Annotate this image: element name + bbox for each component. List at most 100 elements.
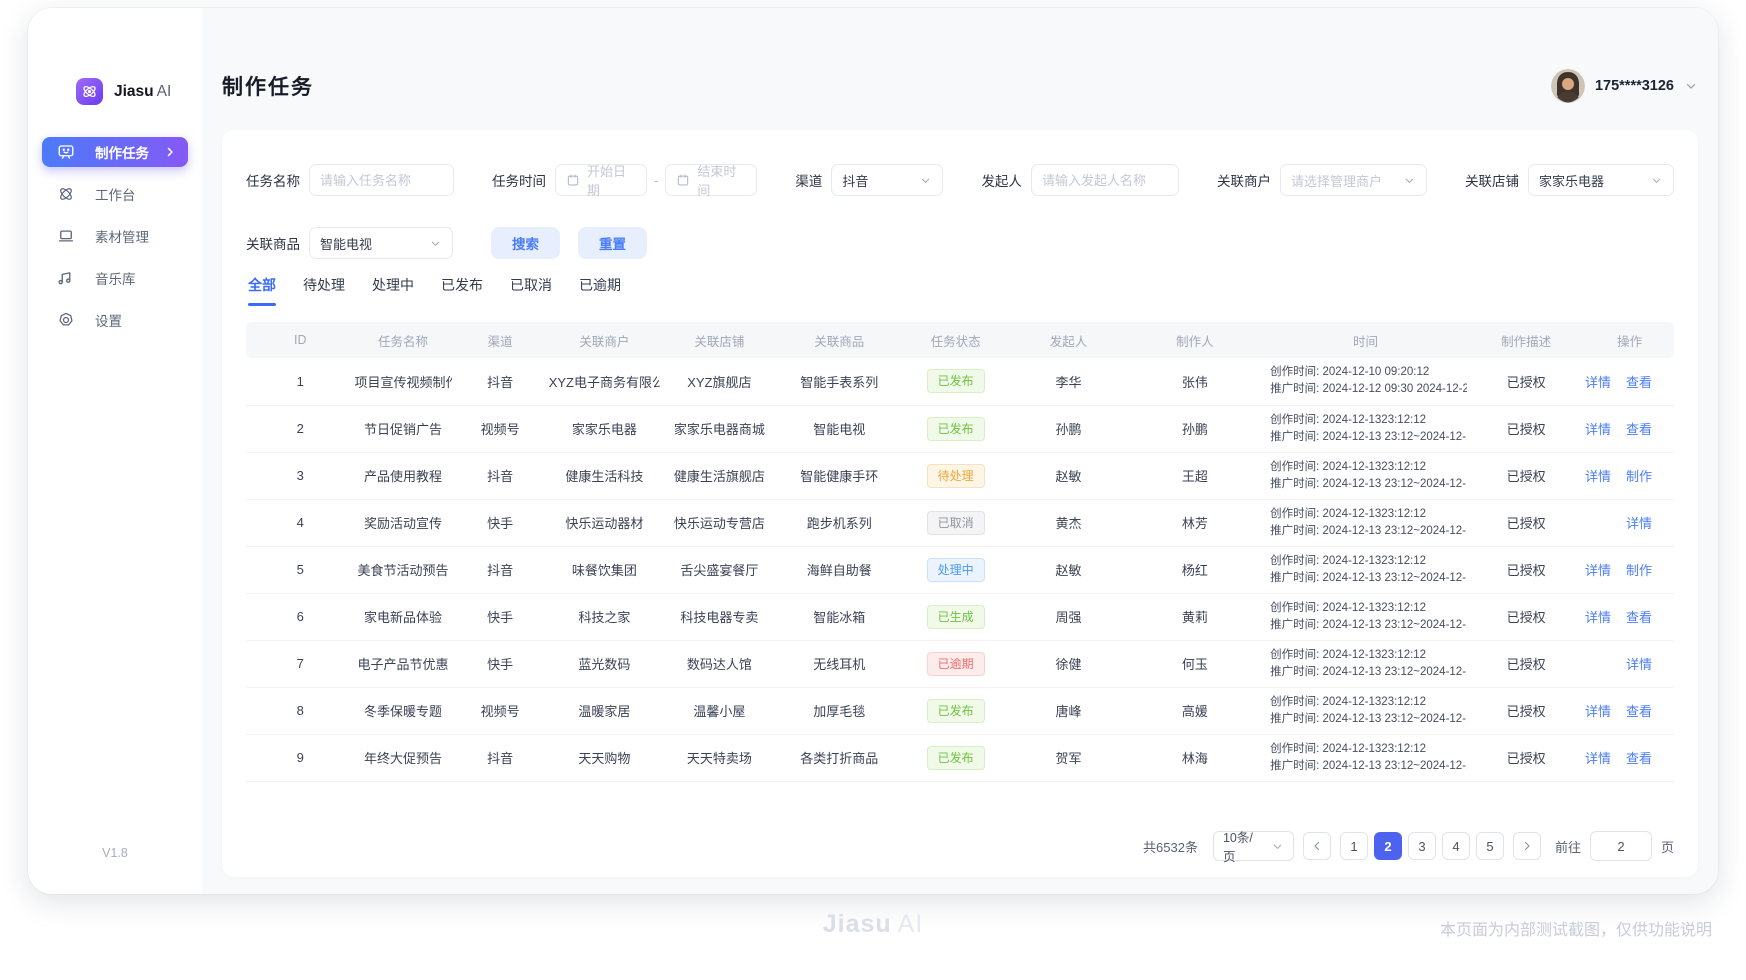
detail-link[interactable]: 详情 — [1585, 422, 1611, 437]
tab-published[interactable]: 已发布 — [441, 277, 483, 293]
tab-processing[interactable]: 处理中 — [372, 277, 414, 293]
cell-initiator: 唐峰 — [1011, 687, 1126, 735]
view-link[interactable]: 查看 — [1625, 610, 1652, 625]
sidebar-item-materials[interactable]: 素材管理 — [42, 221, 188, 251]
next-page-button[interactable] — [1512, 832, 1541, 860]
prev-page-button[interactable] — [1302, 832, 1331, 860]
detail-link[interactable]: 详情 — [1585, 469, 1611, 484]
sidebar-item-settings[interactable]: 设置 — [42, 305, 188, 335]
column-header: 发起人 — [1011, 322, 1126, 358]
cell-id: 5 — [246, 546, 355, 594]
merchant-select[interactable]: 请选择管理商户 — [1279, 164, 1427, 196]
store-value: 家家乐电器 — [1539, 173, 1605, 189]
cell-initiator: 徐健 — [1011, 640, 1126, 688]
cell-desc: 已授权 — [1466, 640, 1586, 688]
cell-channel: 抖音 — [451, 452, 549, 500]
page-button-5[interactable]: 5 — [1475, 832, 1504, 860]
cell-actions: 详情 查看 — [1585, 734, 1674, 782]
status-tabs: 全部 待处理 处理中 已发布 已取消 已逾期 — [246, 275, 1674, 306]
task-time-label: 任务时间 — [492, 174, 547, 189]
chevron-down-icon — [1650, 174, 1663, 187]
tab-all[interactable]: 全部 — [248, 275, 276, 306]
status-badge: 已生成 — [926, 604, 985, 629]
tab-cancelled[interactable]: 已取消 — [510, 277, 552, 293]
channel-select[interactable]: 抖音 — [831, 164, 944, 196]
initiator-input[interactable] — [1030, 164, 1179, 196]
user-phone: 175****3126 — [1594, 78, 1674, 94]
channel-value: 抖音 — [842, 173, 869, 189]
cell-id: 3 — [246, 452, 355, 500]
detail-link[interactable]: 详情 — [1585, 374, 1611, 390]
cell-status: 已发布 — [899, 687, 1012, 735]
cell-status: 待处理 — [899, 452, 1012, 500]
end-date-picker[interactable]: 结束时间 — [665, 164, 758, 198]
table-row: 6 家电新品体验 快手 科技之家 科技电器专卖 智能冰箱 已生成 周强 黄莉 创作时间: 2024… — [246, 593, 1674, 641]
column-header: 渠道 — [451, 322, 549, 358]
table-row: 9 年终大促预告 抖音 天天购物 天天特卖场 各类打折商品 已发布 贺军 林海 创作时间: 202… — [246, 734, 1674, 782]
page-size-select[interactable]: 10条/页 — [1212, 831, 1294, 864]
cell-product: 各类打折商品 — [778, 734, 900, 782]
search-button[interactable]: 搜索 — [491, 227, 560, 259]
sidebar-item-label: 制作任务 — [95, 146, 149, 161]
initiator-input-field[interactable] — [1041, 172, 1168, 188]
cell-time: 创作时间: 2024-12-10 09:20:12 推广时间: 2024-12-1… — [1264, 358, 1467, 406]
tab-pending[interactable]: 待处理 — [303, 277, 345, 293]
table-row: 4 奖励活动宣传 快手 快乐运动器材 快乐运动专营店 跑步机系列 已取消 黄杰 林芳 创作时间: … — [246, 499, 1674, 547]
cell-product: 智能健康手环 — [778, 452, 900, 500]
sidebar-item-tasks[interactable]: 制作任务 — [42, 137, 188, 167]
cell-time: 创作时间: 2024-12-1323:12:12 推广时间: 2024-12-13… — [1264, 452, 1467, 500]
page-button-4[interactable]: 4 — [1441, 832, 1470, 860]
detail-link[interactable]: 详情 — [1585, 751, 1611, 766]
status-badge: 已发布 — [926, 416, 985, 441]
cell-task-name: 家电新品体验 — [354, 593, 452, 641]
filter-row-2: 关联商品 智能电视 搜索 重置 — [246, 227, 1674, 259]
cell-maker: 林芳 — [1125, 499, 1265, 547]
laptop-icon — [57, 227, 75, 245]
view-link[interactable]: 查看 — [1625, 704, 1652, 719]
tab-overdue[interactable]: 已逾期 — [579, 277, 621, 293]
page-button-3[interactable]: 3 — [1407, 832, 1436, 860]
cell-task-name: 电子产品节优惠 — [354, 640, 452, 688]
cell-merchant: XYZ电子商务有限公司 — [548, 358, 661, 406]
task-name-input[interactable] — [309, 164, 454, 196]
sidebar-item-music-library[interactable]: 音乐库 — [42, 263, 188, 293]
goto-page-input[interactable] — [1589, 831, 1652, 861]
page-button-1[interactable]: 1 — [1339, 832, 1368, 860]
detail-link[interactable]: 详情 — [1625, 516, 1652, 531]
cell-product: 智能手表系列 — [778, 358, 900, 406]
cell-id: 4 — [246, 499, 355, 547]
cell-initiator: 赵敏 — [1011, 452, 1126, 500]
detail-link[interactable]: 详情 — [1585, 563, 1611, 578]
start-date-picker[interactable]: 开始日期 — [555, 164, 648, 198]
view-link[interactable]: 查看 — [1625, 422, 1652, 437]
cell-desc: 已授权 — [1466, 405, 1586, 453]
filter-product: 关联商品 智能电视 — [246, 227, 453, 259]
cell-id: 2 — [246, 405, 355, 453]
column-header: 关联商户 — [548, 322, 661, 358]
user-avatar — [1550, 69, 1585, 103]
detail-link[interactable]: 详情 — [1585, 704, 1611, 719]
page-button-2[interactable]: 2 — [1373, 832, 1402, 860]
detail-link[interactable]: 详情 — [1585, 610, 1611, 625]
task-name-input-field[interactable] — [320, 172, 443, 188]
user-menu[interactable]: 175****3126 — [1550, 69, 1698, 103]
channel-label: 渠道 — [795, 174, 823, 189]
page-size-value: 10条/页 — [1222, 831, 1253, 864]
footer-watermark: Jiasu AI — [822, 910, 924, 938]
cell-task-name: 奖励活动宣传 — [354, 499, 452, 547]
filter-task-time: 任务时间 开始日期 - 结束时间 — [492, 164, 758, 198]
product-select[interactable]: 智能电视 — [309, 227, 453, 259]
cell-merchant: 家家乐电器 — [548, 405, 661, 453]
view-link[interactable]: 查看 — [1625, 374, 1652, 390]
reset-button[interactable]: 重置 — [578, 227, 647, 259]
task-table-body: 1项目宣传视频制作抖音XYZ电子商务有限公司XYZ旗舰店智能手表系列已发布李华张… — [246, 358, 1674, 782]
view-link[interactable]: 查看 — [1625, 751, 1652, 766]
store-select[interactable]: 家家乐电器 — [1528, 164, 1674, 196]
make-link[interactable]: 制作 — [1625, 563, 1652, 578]
make-link[interactable]: 制作 — [1625, 469, 1652, 484]
detail-link[interactable]: 详情 — [1625, 657, 1652, 672]
sidebar-item-workbench[interactable]: 工作台 — [42, 179, 188, 209]
cell-maker: 高媛 — [1125, 687, 1265, 735]
merchant-label: 关联商户 — [1216, 174, 1271, 189]
